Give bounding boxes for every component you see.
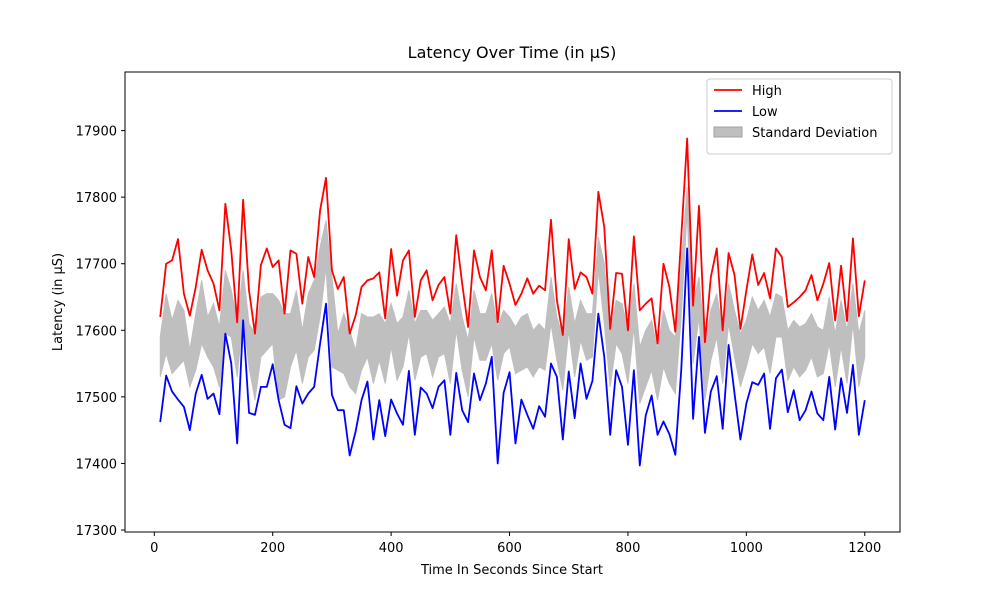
legend-swatch: [713, 126, 743, 138]
y-tick-label: 17600: [76, 324, 117, 339]
plot-frame: [124, 71, 901, 533]
y-tick-label: 17800: [76, 191, 117, 206]
x-tick-label: 600: [497, 541, 522, 556]
x-axis-label: Time In Seconds Since Start: [420, 563, 603, 578]
chart-title: Latency Over Time (in µS): [408, 43, 617, 62]
y-axis-label: Latency (in µS): [51, 253, 66, 351]
y-tick-label: 17400: [76, 457, 117, 472]
y-tick-label: 17300: [76, 524, 117, 539]
y-tick-label: 17700: [76, 258, 117, 273]
legend-box: [706, 78, 893, 155]
x-tick-label: 1200: [848, 541, 881, 556]
x-tick-label: 200: [260, 541, 285, 556]
x-tick-label: 400: [379, 541, 404, 556]
legend-label: Low: [752, 105, 778, 120]
series-line: [159, 247, 866, 467]
x-tick-label: 800: [616, 541, 641, 556]
y-tick-label: 17900: [76, 125, 117, 140]
y-tick-label: 17500: [76, 391, 117, 406]
std-band: [159, 187, 866, 404]
x-tick-label: 0: [150, 541, 158, 556]
legend-label: High: [752, 84, 782, 99]
series-line: [159, 137, 866, 345]
legend-label: Standard Deviation: [752, 126, 877, 141]
x-tick-label: 1000: [730, 541, 763, 556]
